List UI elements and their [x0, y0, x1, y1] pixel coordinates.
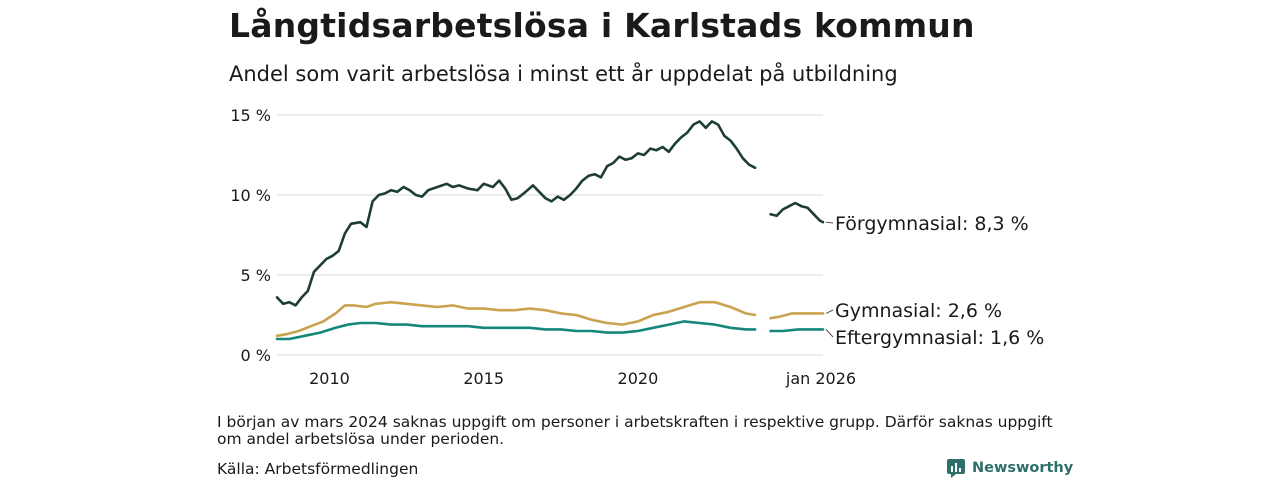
end-label-eftergymnasial: Eftergymnasial: 1,6 % [835, 327, 1044, 349]
source-text: Källa: Arbetsförmedlingen [217, 460, 419, 478]
series-line-förgymnasial-after-gap [769, 201, 825, 224]
y-tick-label: 5 % [241, 266, 271, 285]
end-label-connector [825, 221, 834, 224]
x-tick-label: jan 2026 [785, 369, 856, 388]
y-tick-label: 0 % [241, 346, 271, 365]
chart-title: Långtidsarbetslösa i Karlstads kommun [229, 6, 975, 45]
series-line-gymnasial-after-gap [769, 312, 825, 320]
y-tick-label: 15 % [230, 106, 271, 125]
end-label-connector [825, 329, 834, 338]
end-label-gymnasial: Gymnasial: 2,6 % [835, 300, 1002, 322]
end-label-förgymnasial: Förgymnasial: 8,3 % [835, 213, 1029, 235]
end-label-connector [825, 309, 834, 314]
bar-chart-logo-icon [947, 459, 965, 478]
series-line-gymnasial [275, 300, 757, 338]
chart-subtitle: Andel som varit arbetslösa i minst ett å… [229, 62, 898, 86]
brand-name: Newsworthy [972, 460, 1074, 476]
series-line-eftergymnasial [275, 320, 757, 341]
brand-logo[interactable]: Newsworthy [946, 458, 1073, 478]
series-line-eftergymnasial-after-gap [769, 328, 825, 333]
x-tick-label: 2015 [463, 369, 504, 388]
footnote: I början av mars 2024 saknas uppgift om … [217, 413, 1053, 448]
series-line-förgymnasial [275, 120, 757, 307]
x-tick-label: 2020 [618, 369, 659, 388]
x-tick-label: 2010 [309, 369, 350, 388]
y-tick-label: 10 % [230, 186, 271, 205]
